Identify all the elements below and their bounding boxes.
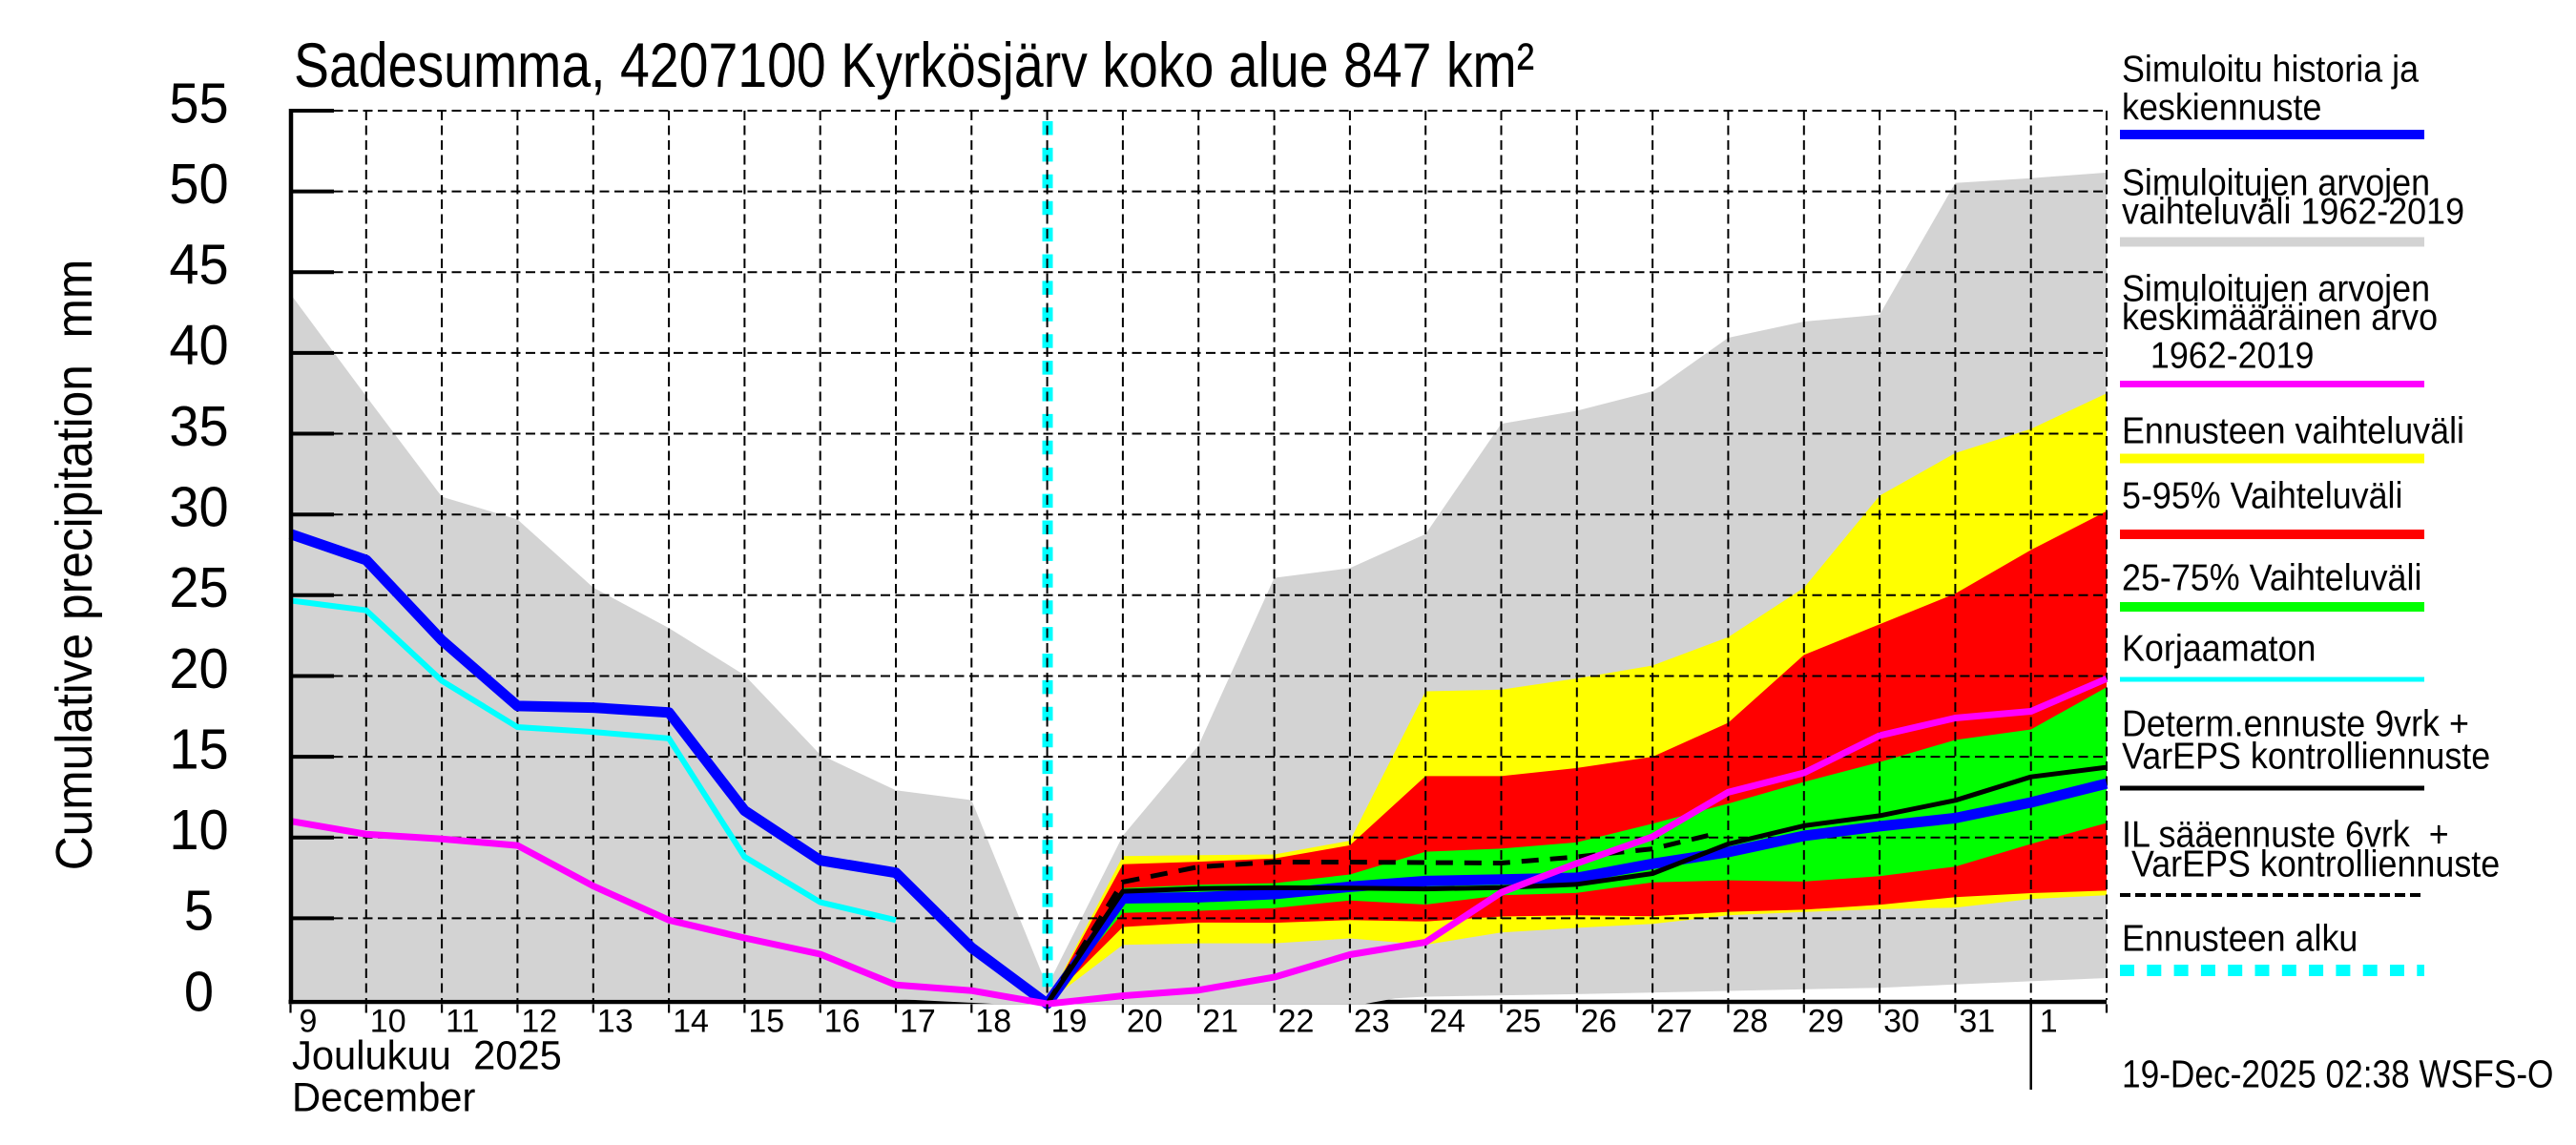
svg-text:vaihteluväli 1962-2019: vaihteluväli 1962-2019 [2122,190,2464,232]
svg-text:13: 13 [597,1003,634,1039]
svg-text:31: 31 [1959,1003,1995,1039]
svg-text:16: 16 [824,1003,861,1039]
svg-text:35: 35 [169,396,228,459]
svg-text:10: 10 [370,1003,406,1039]
svg-text:11: 11 [446,1003,479,1039]
svg-text:Korjaamaton: Korjaamaton [2122,627,2316,669]
svg-text:15: 15 [748,1003,784,1039]
svg-text:5: 5 [184,880,214,943]
svg-text:1: 1 [2040,1003,2058,1039]
svg-text:18: 18 [975,1003,1011,1039]
svg-text:VarEPS kontrolliennuste: VarEPS kontrolliennuste [2122,735,2490,777]
svg-text:Simuloitujen arvojen: Simuloitujen arvojen [2122,267,2430,309]
svg-text:5-95% Vaihteluväli: 5-95% Vaihteluväli [2122,474,2402,516]
svg-text:27: 27 [1656,1003,1693,1039]
svg-text:Determ.ennuste 9vrk +: Determ.ennuste 9vrk + [2122,702,2469,744]
svg-text:15: 15 [169,718,228,781]
svg-text:1962-2019: 1962-2019 [2122,334,2314,376]
svg-text:VarEPS kontrolliennuste: VarEPS kontrolliennuste [2122,843,2500,885]
svg-text:Sadesumma, 4207100 Kyrkösjärv: Sadesumma, 4207100 Kyrkösjärv koko alue … [294,31,1534,101]
svg-text:20: 20 [169,638,228,701]
svg-text:December: December [292,1074,475,1120]
svg-text:Cumulative precipitation mm: Cumulative precipitation mm [45,260,102,870]
svg-text:45: 45 [169,234,228,297]
svg-text:12: 12 [521,1003,557,1039]
svg-text:20: 20 [1127,1003,1163,1039]
svg-text:9: 9 [300,1003,318,1039]
svg-text:Simuloitu historia ja: Simuloitu historia ja [2122,48,2419,90]
svg-text:26: 26 [1581,1003,1617,1039]
svg-text:0: 0 [184,961,214,1024]
svg-text:21: 21 [1202,1003,1238,1039]
svg-text:50: 50 [169,154,228,217]
svg-text:24: 24 [1429,1003,1465,1039]
svg-text:25-75% Vaihteluväli: 25-75% Vaihteluväli [2122,556,2421,598]
svg-text:55: 55 [169,73,228,135]
svg-text:19-Dec-2025 02:38 WSFS-O: 19-Dec-2025 02:38 WSFS-O [2122,1052,2553,1096]
svg-text:14: 14 [673,1003,709,1039]
svg-text:Simuloitujen arvojen: Simuloitujen arvojen [2122,161,2430,203]
svg-text:keskimääräinen arvo: keskimääräinen arvo [2122,296,2438,338]
svg-text:28: 28 [1732,1003,1768,1039]
svg-text:25: 25 [1506,1003,1542,1039]
svg-text:Joulukuu 2025: Joulukuu 2025 [292,1032,562,1078]
svg-text:40: 40 [169,315,228,378]
svg-text:23: 23 [1354,1003,1390,1039]
svg-text:17: 17 [900,1003,936,1039]
svg-text:Ennusteen vaihteluväli: Ennusteen vaihteluväli [2122,409,2464,451]
svg-text:29: 29 [1808,1003,1844,1039]
svg-text:10: 10 [169,800,228,863]
svg-text:IL sääennuste 6vrk +: IL sääennuste 6vrk + [2122,813,2449,855]
svg-text:keskiennuste: keskiennuste [2122,86,2321,128]
svg-text:25: 25 [169,557,228,620]
svg-text:19: 19 [1051,1003,1088,1039]
svg-text:Ennusteen alku: Ennusteen alku [2122,917,2358,959]
svg-text:22: 22 [1278,1003,1315,1039]
svg-text:30: 30 [1883,1003,1920,1039]
svg-text:30: 30 [169,476,228,539]
